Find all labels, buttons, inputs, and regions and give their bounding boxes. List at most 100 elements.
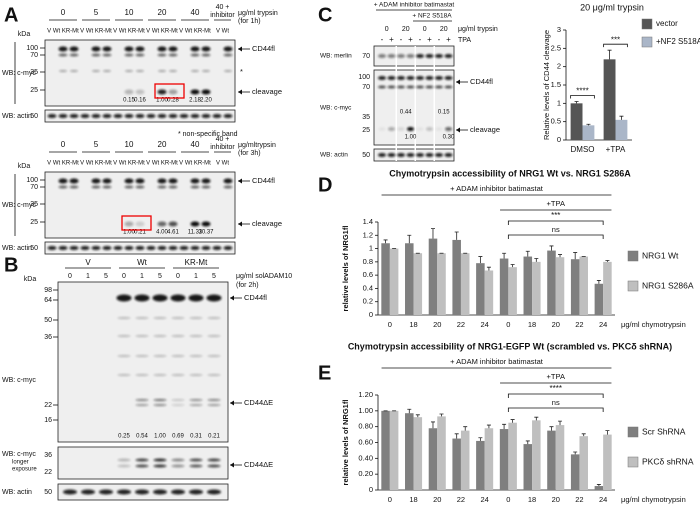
- unit-label: (for 1h): [238, 18, 261, 25]
- error-bar: [463, 426, 468, 431]
- marker-label: 50: [44, 317, 52, 324]
- bar: [405, 413, 414, 490]
- marker-label: 25: [362, 127, 370, 134]
- band: [69, 178, 79, 184]
- group-label: KR-Mt: [185, 258, 208, 267]
- bar: [499, 429, 509, 490]
- error-bar: [581, 433, 586, 437]
- band-label: CD44fl: [252, 44, 275, 53]
- band: [190, 178, 200, 184]
- panel-letter: A: [4, 4, 18, 26]
- quant-label: 1.00: [154, 434, 166, 440]
- x-tick-label: +TPA: [606, 145, 626, 154]
- error-bar: [607, 49, 612, 60]
- band: [168, 53, 178, 57]
- band: [426, 127, 433, 131]
- error-bar: [502, 252, 507, 259]
- lane-label: V Wt KR-Mt: [80, 161, 112, 167]
- band: [113, 246, 123, 250]
- marker-label: 50: [362, 152, 370, 159]
- unit-label: μg/ml trypsin: [238, 10, 278, 17]
- wb-label: WB: actin: [2, 113, 32, 120]
- band: [201, 89, 211, 95]
- band: [124, 46, 134, 52]
- band: [117, 317, 131, 319]
- band: [153, 464, 167, 468]
- band: [135, 399, 149, 401]
- band: [63, 489, 77, 495]
- band: [102, 46, 112, 52]
- blot-panel: [373, 69, 455, 146]
- band: [407, 127, 414, 131]
- bar: [476, 263, 485, 315]
- x-tick-label: 20: [433, 320, 441, 329]
- band: [135, 335, 149, 337]
- lane-label: V Wt KR-Mt: [113, 161, 145, 167]
- band: [171, 404, 185, 406]
- band: [171, 355, 185, 357]
- band: [189, 489, 203, 495]
- band: [169, 70, 177, 72]
- band: [170, 294, 186, 302]
- band: [406, 76, 415, 80]
- band: [189, 374, 203, 376]
- error-bar: [605, 260, 610, 262]
- error-bar: [558, 254, 563, 258]
- band: [171, 317, 185, 319]
- y-tick-label: 2: [557, 62, 561, 71]
- error-bar: [439, 413, 444, 417]
- significance-bracket: [570, 95, 595, 99]
- dose-label: 1: [140, 273, 144, 280]
- band: [153, 489, 167, 495]
- band: [190, 114, 200, 118]
- group-label: Wt: [137, 258, 148, 267]
- error-bar: [486, 266, 491, 271]
- band: [168, 89, 178, 95]
- significance-label: ***: [551, 211, 560, 220]
- band-label: CD44fl: [470, 77, 493, 86]
- x-axis-label: μg/ml chymotrypsin: [621, 495, 686, 504]
- y-axis-label: relative levels of NRG1fl: [341, 400, 350, 486]
- y-axis-label: Relative levels of CD44 cleavage: [542, 30, 551, 140]
- quant-label: 0.15: [123, 98, 135, 104]
- legend-swatch: [627, 250, 639, 262]
- bar: [413, 253, 423, 315]
- panel-letter: E: [318, 362, 331, 384]
- band: [153, 374, 167, 376]
- error-bar: [549, 426, 554, 431]
- error-bar: [619, 115, 624, 120]
- significance-label: ****: [550, 384, 562, 393]
- band: [125, 70, 133, 72]
- band: [435, 127, 443, 131]
- band: [378, 153, 386, 157]
- band: [201, 178, 211, 184]
- wb-label: WB: merlin: [320, 53, 352, 60]
- significance-bracket: [507, 234, 604, 239]
- error-bar: [486, 424, 491, 429]
- band: [207, 404, 221, 406]
- band-label: cleavage: [252, 87, 282, 96]
- band: [444, 153, 453, 157]
- treatment-label: + NF2 S518A: [412, 13, 452, 20]
- quant-label: 1.00: [123, 230, 135, 236]
- bar: [555, 257, 565, 315]
- dose-label: 5: [94, 8, 99, 17]
- treatment-label: + ADAM inhibitor batimastat: [450, 184, 544, 193]
- band: [189, 355, 203, 357]
- dose-label: 0: [122, 273, 126, 280]
- bar: [603, 434, 612, 490]
- marker-label: 25: [30, 219, 38, 226]
- band: [59, 70, 67, 72]
- band: [190, 89, 200, 95]
- band: [435, 54, 443, 58]
- quant-label: 0.28: [167, 98, 179, 104]
- wb-label: WB: c-myc: [2, 70, 36, 77]
- lane-label: V Wt: [216, 161, 229, 167]
- band: [157, 221, 167, 227]
- significance-bracket: [507, 220, 604, 225]
- arrow-head: [230, 462, 234, 468]
- y-tick-label: 0.60: [358, 437, 373, 446]
- band: [207, 489, 221, 495]
- lane-label: V Wt KR-Mt: [146, 29, 178, 35]
- band: [124, 53, 134, 57]
